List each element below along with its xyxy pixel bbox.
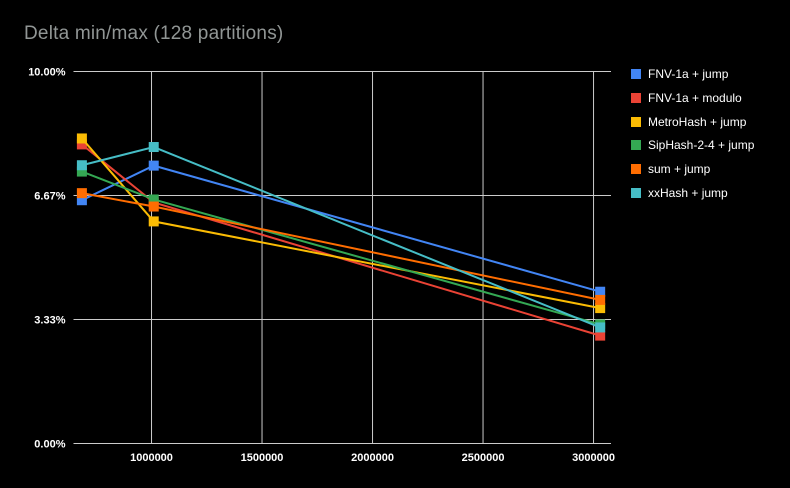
series-line xyxy=(81,164,601,293)
data-point-marker xyxy=(76,139,87,150)
legend-label: FNV-1a + jump xyxy=(648,67,729,82)
legend-label: sum + jump xyxy=(648,161,711,176)
x-tick-label: 2500000 xyxy=(462,452,505,464)
y-tick-label: 6.67% xyxy=(34,190,65,202)
series-line xyxy=(81,170,601,326)
legend-label: FNV-1a + modulo xyxy=(648,90,742,105)
data-point-marker xyxy=(595,303,606,314)
series-line xyxy=(81,192,601,301)
series-line xyxy=(81,145,601,329)
legend-swatch-icon xyxy=(631,163,641,174)
data-point-marker xyxy=(76,160,87,171)
legend-label: SipHash-2-4 + jump xyxy=(648,138,755,153)
legend-item: xxHash + jump xyxy=(631,186,728,200)
chart-title: Delta min/max (128 partitions) xyxy=(24,23,284,44)
data-point-marker xyxy=(595,330,606,341)
legend-item: FNV-1a + jump xyxy=(631,67,728,81)
series-line xyxy=(81,143,601,337)
legend-item: FNV-1a + modulo xyxy=(631,91,742,105)
data-point-marker xyxy=(595,322,606,333)
x-tick-label: 1500000 xyxy=(241,452,284,464)
legend-label: MetroHash + jump xyxy=(648,114,747,129)
x-tick-label: 3000000 xyxy=(572,452,615,464)
x-tick-label: 1000000 xyxy=(130,452,173,464)
data-point-marker xyxy=(76,188,87,199)
y-tick-label: 10.00% xyxy=(28,67,66,79)
legend-label: xxHash + jump xyxy=(648,185,728,200)
data-point-marker xyxy=(148,201,159,212)
data-point-marker xyxy=(76,166,87,177)
data-point-marker xyxy=(148,194,159,205)
data-point-marker xyxy=(148,160,159,171)
legend-item: sum + jump xyxy=(631,162,710,176)
data-point-marker xyxy=(148,216,159,227)
legend-item: MetroHash + jump xyxy=(631,115,746,129)
legend-item: SipHash-2-4 + jump xyxy=(631,138,754,152)
legend-swatch-icon xyxy=(631,187,641,198)
data-point-marker xyxy=(595,286,606,297)
legend-swatch-icon xyxy=(631,92,641,103)
y-tick-label: 3.33% xyxy=(34,315,65,327)
x-tick-label: 2000000 xyxy=(351,452,394,464)
data-point-marker xyxy=(595,294,606,305)
y-tick-label: 0.00% xyxy=(34,439,65,451)
legend-swatch-icon xyxy=(631,116,641,127)
data-point-marker xyxy=(148,142,159,153)
data-point-marker xyxy=(76,195,87,206)
legend-swatch-icon xyxy=(631,140,641,151)
legend-swatch-icon xyxy=(631,69,641,80)
data-point-marker xyxy=(76,133,87,144)
